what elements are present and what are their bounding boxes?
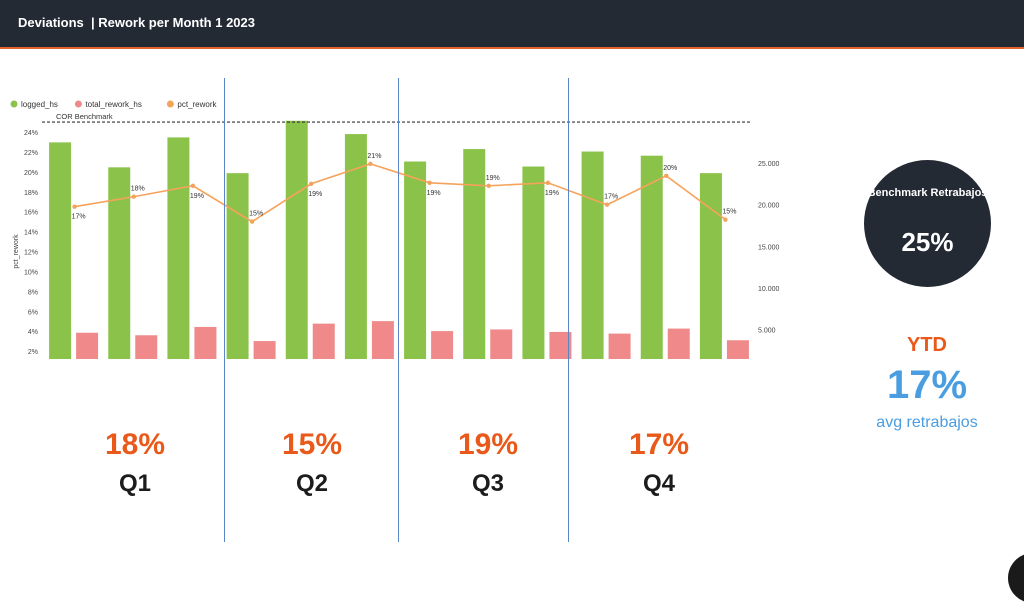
- q4-label: Q4: [642, 470, 675, 497]
- bar-logged_hs: [108, 167, 131, 359]
- point-pct_rework: [131, 194, 136, 199]
- y2-tick-label: 5.000: [758, 327, 776, 334]
- y-tick-label: 6%: [28, 309, 38, 316]
- bar-logged_hs: [285, 120, 308, 359]
- legend-marker-logged_hs: [10, 100, 18, 108]
- data-label-pct_rework: 19%: [486, 175, 500, 182]
- bar-total_rework_hs: [431, 331, 454, 359]
- point-pct_rework: [486, 183, 491, 188]
- y-tick-label: 10%: [24, 269, 38, 276]
- data-label-pct_rework: 15%: [249, 211, 263, 218]
- line-pct_rework: [74, 163, 726, 223]
- ytd-subtitle: avg retrabajos: [876, 414, 978, 431]
- bar-logged_hs: [463, 149, 486, 359]
- legend-label-total_rework_hs: total_rework_hs: [85, 100, 141, 109]
- point-pct_rework: [427, 180, 432, 185]
- quarter-divider-3: [568, 78, 569, 542]
- point-pct_rework: [309, 181, 314, 186]
- bar-total_rework_hs: [667, 328, 690, 359]
- point-pct_rework: [368, 161, 373, 167]
- bar-logged_hs: [699, 173, 722, 359]
- bar-total_rework_hs: [253, 341, 276, 359]
- y-tick-label: 16%: [24, 210, 38, 217]
- quarter-divider-2: [398, 78, 399, 542]
- data-label-pct_rework: 19%: [190, 193, 204, 200]
- benchmark-label: Benchmark Retrabajos: [867, 187, 988, 199]
- benchmark-value: 25%: [901, 227, 954, 257]
- point-pct_rework: [190, 183, 196, 188]
- y2-tick-label: 10.000: [758, 286, 780, 293]
- q2-pct: 15%: [281, 428, 343, 461]
- bar-logged_hs: [226, 173, 249, 359]
- y-tick-label: 8%: [28, 289, 38, 296]
- page-title: Deviations | Rework per Month 1 2023: [18, 15, 255, 30]
- y-tick-label: 12%: [24, 250, 38, 257]
- bar-logged_hs: [640, 155, 663, 359]
- point-pct_rework: [604, 202, 610, 207]
- data-label-pct_rework: 15%: [722, 209, 736, 216]
- benchmark-label: COR Benchmark: [56, 112, 113, 121]
- q3-label: Q3: [471, 470, 504, 497]
- legend-label-logged_hs: logged_hs: [21, 100, 58, 109]
- bar-logged_hs: [581, 151, 604, 359]
- q4-pct: 17%: [628, 428, 690, 461]
- bar-total_rework_hs: [371, 321, 394, 359]
- y-tick-label: 4%: [28, 329, 38, 336]
- header-bar: Deviations | Rework per Month 1 2023: [0, 0, 1024, 49]
- point-pct_rework: [664, 173, 669, 179]
- bar-total_rework_hs: [76, 332, 99, 359]
- bar-total_rework_hs: [490, 329, 513, 359]
- ytd-value: 17%: [886, 363, 968, 407]
- bar-total_rework_hs: [312, 323, 335, 359]
- bar-logged_hs: [522, 166, 545, 359]
- point-pct_rework: [249, 219, 255, 224]
- bar-logged_hs: [404, 161, 427, 359]
- q2-label: Q2: [295, 470, 328, 497]
- point-pct_rework: [545, 180, 551, 185]
- y-tick-label: 2%: [28, 349, 38, 356]
- y-tick-label: 20%: [24, 170, 38, 177]
- q1-pct: 18%: [104, 428, 166, 461]
- legend-marker-pct_rework: [166, 100, 174, 108]
- bar-logged_hs: [344, 134, 367, 359]
- ytd-title: YTD: [907, 334, 947, 356]
- y-tick-label: 18%: [24, 190, 38, 197]
- y-tick-label: 24%: [24, 130, 38, 137]
- data-label-pct_rework: 19%: [545, 190, 559, 197]
- bar-logged_hs: [167, 137, 190, 359]
- y-axis-label: pct_rework: [13, 234, 20, 269]
- y2-tick-label: 20.000: [758, 203, 780, 210]
- data-label-pct_rework: 19%: [308, 191, 322, 198]
- data-label-pct_rework: 17%: [72, 214, 86, 221]
- point-pct_rework: [723, 217, 728, 222]
- data-label-pct_rework: 21%: [367, 153, 381, 160]
- bar-logged_hs: [49, 142, 72, 359]
- bar-total_rework_hs: [726, 340, 749, 359]
- bar-total_rework_hs: [549, 331, 572, 359]
- bar-total_rework_hs: [135, 335, 158, 359]
- q1-label: Q1: [118, 470, 151, 497]
- bar-total_rework_hs: [608, 333, 631, 359]
- y2-tick-label: 25.000: [758, 161, 780, 168]
- bar-total_rework_hs: [194, 326, 217, 359]
- legend-marker-total_rework_hs: [74, 100, 82, 108]
- corner-decoration: [1008, 553, 1024, 603]
- point-pct_rework: [72, 204, 77, 209]
- legend-label-pct_rework: pct_rework: [177, 100, 217, 109]
- quarter-divider-1: [224, 78, 225, 542]
- data-label-pct_rework: 19%: [427, 190, 441, 197]
- y-tick-label: 22%: [24, 150, 38, 157]
- data-label-pct_rework: 18%: [131, 186, 145, 193]
- rework-chart: logged_hstotal_rework_hspct_rework0%2%4%…: [10, 100, 780, 359]
- data-label-pct_rework: 17%: [604, 194, 618, 201]
- q3-pct: 19%: [457, 428, 519, 461]
- y2-tick-label: 15.000: [758, 244, 780, 251]
- y-tick-label: 14%: [24, 230, 38, 237]
- benchmark-card: Benchmark Retrabajos 25%: [864, 160, 991, 287]
- data-label-pct_rework: 20%: [663, 165, 677, 172]
